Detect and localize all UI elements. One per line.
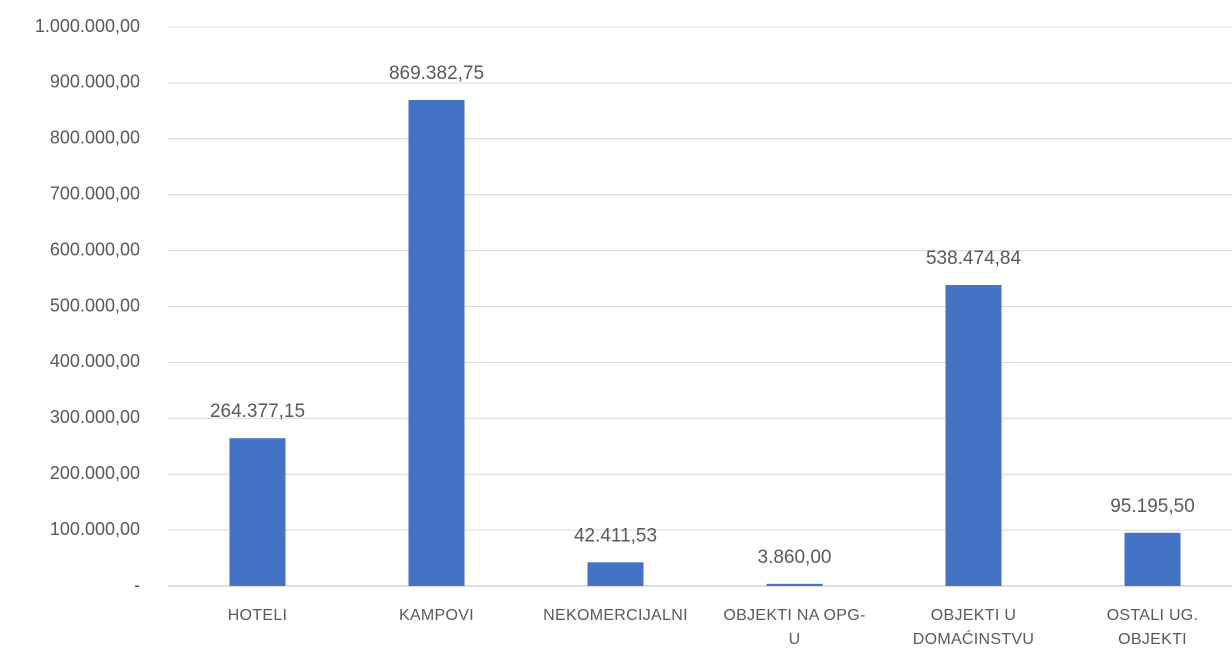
bar (408, 100, 465, 586)
y-tick-label: 300.000,00 (50, 407, 140, 427)
y-tick-label: 900.000,00 (50, 72, 140, 92)
data-label: 264.377,15 (210, 401, 305, 422)
data-label: 42.411,53 (574, 525, 657, 546)
bar (945, 284, 1002, 586)
x-tick-label: KAMPOVI (398, 607, 474, 624)
data-label: 538.474,84 (926, 248, 1022, 269)
y-tick-label: 400.000,00 (50, 351, 140, 371)
data-label: 3.860,00 (758, 547, 832, 568)
bar (1124, 532, 1181, 586)
bar (766, 583, 823, 586)
y-tick-label: 100.000,00 (50, 519, 140, 539)
data-label: 95.195,50 (1110, 496, 1195, 517)
y-tick-label: - (134, 575, 140, 595)
bar (229, 438, 286, 586)
y-tick-label: 800.000,00 (50, 128, 140, 148)
x-tick-label: OSTALI UG. OBJEKTI (1106, 607, 1199, 648)
y-tick-label: 600.000,00 (50, 239, 140, 259)
x-tick-label: OBJEKTI U DOMAĆINSTVU (912, 607, 1035, 648)
data-label: 869.382,75 (389, 63, 484, 84)
x-tick-label: NEKOMERCIJALNI (543, 607, 688, 624)
y-tick-label: 500.000,00 (50, 295, 140, 315)
x-tick-label: HOTELI (227, 607, 288, 624)
x-tick-label: OBJEKTI NA OPG-U (723, 607, 866, 648)
y-tick-label: 700.000,00 (50, 183, 140, 203)
y-tick-label: 1.000.000,00 (35, 16, 140, 36)
y-tick-label: 200.000,00 (50, 463, 140, 483)
bar (587, 562, 644, 586)
